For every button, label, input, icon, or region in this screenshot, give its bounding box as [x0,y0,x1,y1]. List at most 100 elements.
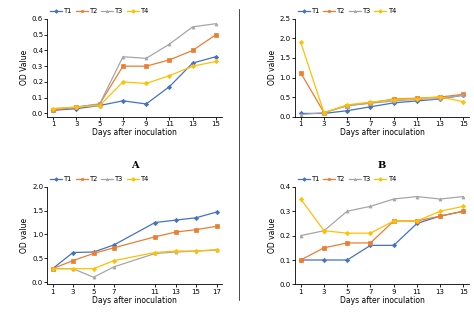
T4 [461,100,466,104]
T1 [193,216,199,220]
Line: T4: T4 [52,60,218,110]
T4 [50,267,55,270]
T1 [298,258,303,262]
T2 [152,235,158,239]
T2 [414,219,420,223]
T1 [213,55,219,59]
T3 [73,105,79,109]
Legend: T1, T2, T3, T4: T1, T2, T3, T4 [47,6,152,17]
T3 [143,57,149,60]
T1 [50,267,55,270]
T2 [50,108,56,112]
T2 [391,97,397,101]
T2 [391,219,397,223]
T3 [391,197,397,201]
T1 [345,109,350,112]
T4 [414,219,420,223]
T3 [414,195,420,198]
T3 [166,42,172,46]
T4 [345,231,350,235]
T3 [298,113,303,117]
T1 [321,258,327,262]
T2 [73,105,79,109]
T3 [120,55,126,59]
T2 [166,58,172,62]
Line: T4: T4 [299,198,465,235]
T4 [120,80,126,84]
T1 [143,102,149,106]
Y-axis label: OD value: OD value [20,218,29,253]
T1 [414,99,420,103]
T4 [391,219,397,223]
T2 [345,104,350,107]
T4 [143,82,149,85]
T1 [368,105,374,109]
T3 [391,99,397,103]
T1 [152,221,158,224]
T3 [50,267,55,270]
Line: T1: T1 [52,55,218,112]
T2 [461,92,466,96]
T3 [214,248,219,252]
T1 [173,218,178,222]
T2 [50,267,55,270]
T1 [50,108,56,112]
T1 [97,104,102,107]
T2 [173,230,178,234]
T3 [193,249,199,253]
X-axis label: Days after inoculation: Days after inoculation [92,128,177,137]
T2 [368,101,374,105]
Line: T3: T3 [52,22,218,110]
T2 [438,214,443,218]
T2 [120,64,126,68]
T3 [190,25,195,29]
T3 [345,104,350,107]
T2 [213,33,219,37]
Line: T3: T3 [51,249,218,279]
T2 [190,49,195,52]
T4 [166,74,172,77]
T3 [91,275,96,279]
T1 [414,222,420,225]
T3 [97,102,102,106]
T4 [173,249,178,253]
T2 [214,224,219,228]
T3 [461,93,466,97]
T3 [438,97,443,100]
T1 [391,243,397,247]
T2 [298,71,303,75]
T2 [143,64,149,68]
T4 [190,64,195,68]
T4 [321,229,327,233]
Line: T2: T2 [299,210,465,262]
T3 [152,252,158,255]
T1 [461,209,466,213]
T4 [152,251,158,254]
T3 [213,22,219,26]
X-axis label: Days after inoculation: Days after inoculation [340,296,425,305]
Legend: T1, T2, T3, T4: T1, T2, T3, T4 [47,173,152,185]
T1 [298,112,303,115]
T2 [414,96,420,100]
T1 [438,97,443,101]
Line: T2: T2 [299,71,465,114]
T1 [368,243,374,247]
T1 [321,112,327,115]
T4 [214,248,219,252]
Line: T1: T1 [51,210,218,270]
T3 [111,265,117,269]
T4 [91,267,96,270]
X-axis label: Days after inoculation: Days after inoculation [340,128,425,137]
T4 [368,231,374,235]
T2 [321,246,327,250]
Line: T4: T4 [299,41,465,114]
Line: T4: T4 [51,248,218,270]
T3 [414,97,420,101]
T2 [368,241,374,245]
T2 [193,228,199,232]
T4 [461,204,466,208]
T2 [321,111,327,114]
T4 [193,249,199,253]
T4 [391,98,397,102]
Y-axis label: OD Value: OD Value [20,50,29,85]
